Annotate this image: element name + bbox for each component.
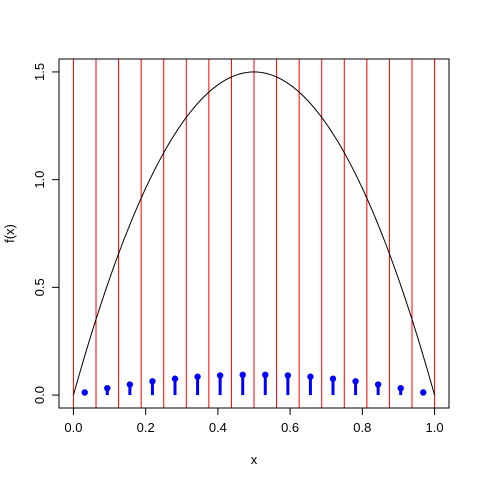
stem-point-0 bbox=[81, 389, 88, 396]
x-tick-label-2: 0.4 bbox=[209, 420, 227, 435]
stem-point-13 bbox=[374, 381, 382, 388]
x-axis: 0.0 0.2 0.4 0.6 0.8 1.0 bbox=[64, 407, 444, 435]
y-tick-label-3: 1.5 bbox=[32, 63, 47, 81]
stem-point-3 bbox=[149, 378, 156, 385]
partition-lines bbox=[72, 59, 436, 408]
stem-point-10 bbox=[307, 373, 314, 380]
x-tick-label-1: 0.2 bbox=[137, 420, 155, 435]
y-axis: 0.0 0.5 1.0 1.5 bbox=[32, 63, 60, 404]
x-tick-label-0: 0.0 bbox=[64, 420, 82, 435]
y-axis-title: f(x) bbox=[2, 224, 17, 243]
stem-point-11 bbox=[329, 375, 337, 382]
stem-point-6 bbox=[216, 372, 224, 379]
density-curve-group bbox=[72, 71, 436, 396]
stem-point-4 bbox=[171, 375, 179, 382]
x-tick-label-4: 0.8 bbox=[353, 420, 371, 435]
stem-point-2 bbox=[126, 381, 134, 388]
stem-point-15 bbox=[420, 389, 427, 396]
density-curve bbox=[72, 71, 436, 396]
stem-point-9 bbox=[284, 372, 292, 379]
stem-point-5 bbox=[194, 373, 201, 380]
y-tick-label-0: 0.0 bbox=[32, 386, 47, 404]
x-tick-label-3: 0.6 bbox=[281, 420, 299, 435]
stem-point-1 bbox=[104, 384, 111, 392]
stems-group bbox=[81, 371, 427, 396]
y-tick-label-1: 0.5 bbox=[32, 278, 47, 296]
stem-point-12 bbox=[352, 378, 359, 385]
stem-point-7 bbox=[239, 371, 246, 379]
x-axis-title: x bbox=[251, 452, 258, 467]
x-tick-label-5: 1.0 bbox=[426, 420, 444, 435]
stem-point-14 bbox=[397, 384, 404, 392]
stem-point-8 bbox=[262, 371, 269, 379]
y-tick-label-2: 1.0 bbox=[32, 171, 47, 189]
